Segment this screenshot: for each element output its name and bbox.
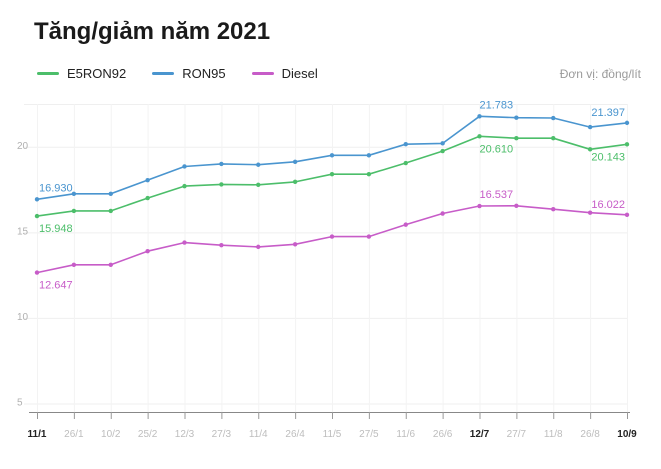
series-e5ron92-point <box>34 213 40 219</box>
series-diesel-point <box>145 248 150 254</box>
series-e5ron92-point <box>403 160 408 166</box>
y-axis: 5 10 15 20 <box>17 141 29 409</box>
series-e5ron92-point <box>71 208 77 214</box>
data-labels: 15.948 20.610 20.143 16.930 21.783 21.397 12.6… <box>39 99 625 291</box>
series-diesel-point <box>514 203 519 209</box>
series-e5ron92-point <box>587 147 593 152</box>
x-tick-label: 26/4 <box>285 429 305 440</box>
y-tick-label: 20 <box>17 141 29 152</box>
x-tick-label: 26/6 <box>433 429 453 440</box>
chart-legend: E5RON92 RON95 Diesel <box>37 66 344 81</box>
legend-label-diesel: Diesel <box>281 66 318 81</box>
series-diesel-point <box>403 222 408 227</box>
legend-item-diesel: Diesel <box>251 66 318 81</box>
grid-lines <box>24 104 628 412</box>
series-e5ron92-point <box>624 142 630 147</box>
x-tick-label: 12/3 <box>175 429 195 440</box>
series-diesel-point <box>440 211 445 216</box>
x-tick-label: 27/7 <box>507 429 527 440</box>
series-diesel-data-label: 12.647 <box>39 280 73 292</box>
x-tick-label: 12/7 <box>470 429 490 440</box>
series-ron95-point <box>403 142 408 147</box>
series-diesel-point <box>34 270 40 275</box>
series-e5ron92-point <box>292 179 298 185</box>
series-e5ron92-point <box>514 136 519 141</box>
series-ron95-point <box>145 177 150 183</box>
x-tick-label: 11/5 <box>323 429 342 440</box>
legend-swatch-ron95 <box>152 72 175 75</box>
series-ron95-point <box>366 153 372 158</box>
series-ron95-point <box>514 115 519 120</box>
series-diesel-point <box>551 207 556 212</box>
x-tick-label: 27/5 <box>359 429 379 440</box>
series-e5ron92-point <box>329 171 335 177</box>
series-ron95-point <box>219 161 224 167</box>
series-diesel-point <box>182 240 187 245</box>
series-e5ron92-data-label: 15.948 <box>39 223 73 235</box>
x-tick-label: 11/4 <box>249 429 268 440</box>
x-tick-label: 11/1 <box>28 429 47 440</box>
x-tick-label: 27/3 <box>212 429 232 440</box>
series-e5ron92-point <box>219 182 224 187</box>
series-diesel-point <box>624 212 630 218</box>
legend-item-e5ron92: E5RON92 <box>37 66 126 81</box>
x-tick-label: 25/2 <box>138 429 158 440</box>
series-ron95-point <box>551 115 556 121</box>
legend-swatch-diesel <box>251 72 274 75</box>
x-tick-label: 26/8 <box>580 429 600 440</box>
series-ron95-data-label: 21.783 <box>480 99 514 111</box>
series-diesel-point <box>366 234 372 239</box>
y-tick-label: 10 <box>17 312 29 323</box>
series-ron95-point <box>34 197 40 202</box>
series-ron95-point <box>256 162 261 167</box>
series-ron95-point <box>624 120 630 126</box>
chart-title: Tăng/giảm năm 2021 <box>34 18 271 45</box>
series-diesel-point <box>256 244 261 250</box>
series-diesel-data-label: 16.022 <box>591 199 625 211</box>
series-ron95-point <box>182 164 187 169</box>
series-ron95-point <box>477 114 482 119</box>
series-e5ron92-point <box>366 171 372 177</box>
series-ron95-point <box>440 141 445 146</box>
series-e5ron92-data-label: 20.610 <box>480 143 514 155</box>
series-e5ron92-point <box>477 134 482 139</box>
series-ron95-data-label: 21.397 <box>591 107 625 119</box>
series-ron95-point <box>292 159 298 165</box>
series-diesel-data-label: 16.537 <box>480 189 514 201</box>
legend-swatch-e5ron92 <box>37 72 59 75</box>
series-e5ron92-point <box>182 183 187 189</box>
legend-label-e5ron92: E5RON92 <box>67 66 127 81</box>
series-diesel-point <box>71 262 77 268</box>
series-diesel-point <box>477 203 482 209</box>
y-tick-label: 5 <box>17 397 23 408</box>
series-ron95-point <box>71 191 77 197</box>
legend-item-ron95: RON95 <box>152 66 226 81</box>
series-diesel-point <box>329 234 335 239</box>
x-axis: 11/1 26/1 10/2 25/2 12/3 27/3 11/4 26/4 11/5 27/5… <box>28 412 637 440</box>
x-tick-label: 11/6 <box>396 429 415 440</box>
y-tick-label: 15 <box>17 226 29 237</box>
series-ron95-point <box>108 191 113 197</box>
series-diesel-point <box>292 242 298 247</box>
series-ron95-point <box>329 153 335 158</box>
series-e5ron92-point <box>551 136 556 141</box>
series-ron95-data-label: 16.930 <box>39 182 73 194</box>
x-tick-label: 11/8 <box>544 429 563 440</box>
x-tick-label: 26/1 <box>64 429 84 440</box>
unit-label: Đơn vị: đồng/lít <box>559 67 641 81</box>
series-e5ron92-point <box>440 148 445 154</box>
series-e5ron92-point <box>256 182 261 187</box>
legend-label-ron95: RON95 <box>182 66 226 81</box>
series-ron95-point <box>587 124 593 130</box>
x-tick-label: 10/9 <box>617 429 637 440</box>
series-points <box>34 114 630 275</box>
x-tick-label: 10/2 <box>101 429 121 440</box>
series-diesel-point <box>219 242 224 248</box>
series-e5ron92-point <box>108 208 113 214</box>
series-e5ron92-data-label: 20.143 <box>591 151 625 163</box>
series-e5ron92-point <box>145 195 150 201</box>
series-diesel-point <box>587 210 593 215</box>
series-diesel-point <box>108 262 113 268</box>
